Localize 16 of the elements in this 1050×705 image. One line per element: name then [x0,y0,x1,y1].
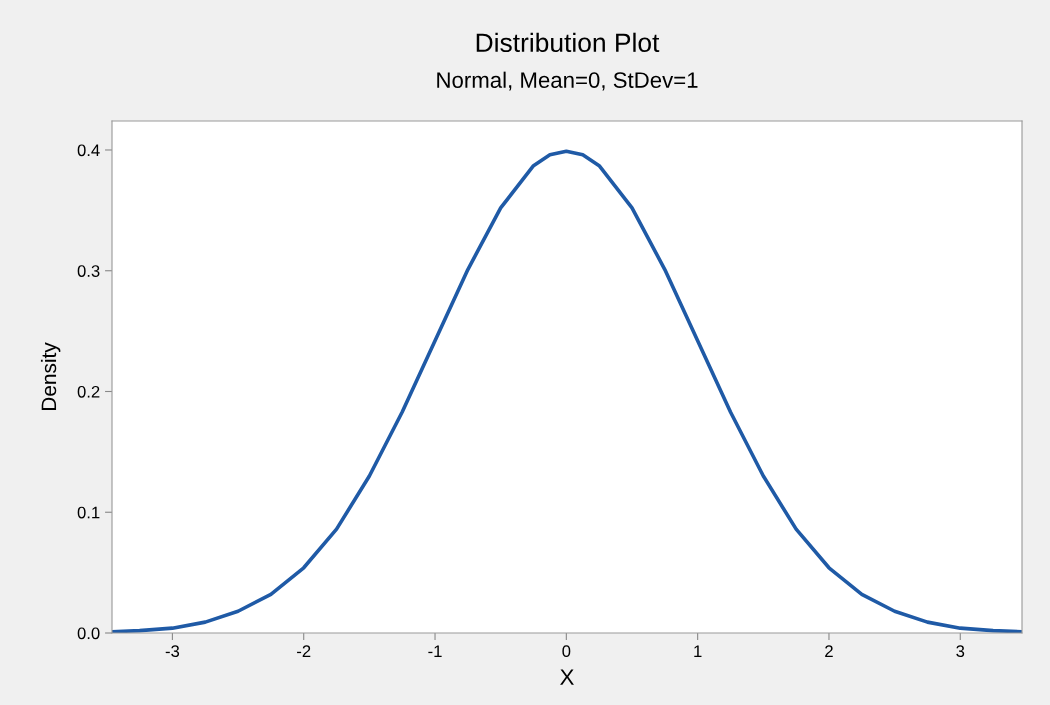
y-tick-label: 0.3 [77,265,100,277]
x-tick-label: -1 [428,645,442,657]
y-tick-label: 0.2 [77,385,100,398]
chart-subtitle: Normal, Mean=0, StDev=1 [437,71,698,91]
chart-title: Distribution Plot [476,32,660,53]
x-tick-label: 0 [562,645,571,658]
x-tick-label: -2 [297,645,311,657]
x-tick-label: 3 [956,645,965,658]
y-axis-title: Density [40,342,61,411]
y-tick-label: 0.0 [77,627,100,640]
x-tick-label: 1 [694,645,702,657]
x-tick-label: -3 [165,645,180,658]
x-axis-title: X [560,669,574,685]
x-tick-label: 2 [825,645,833,657]
y-tick-label: 0.1 [77,506,100,519]
y-tick-label: 0.4 [77,144,100,157]
